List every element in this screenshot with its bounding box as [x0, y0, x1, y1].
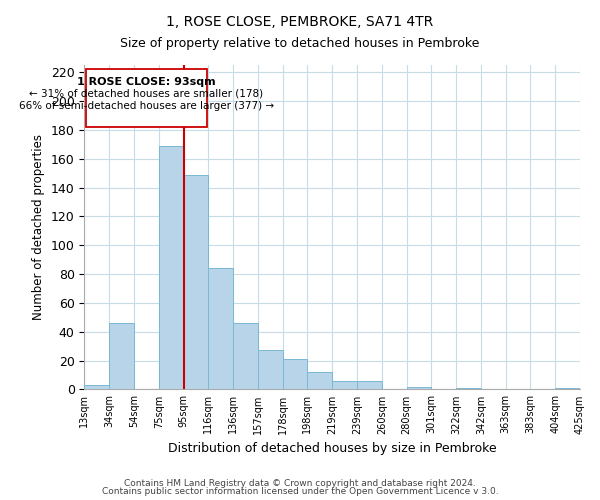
Text: Contains HM Land Registry data © Crown copyright and database right 2024.: Contains HM Land Registry data © Crown c…: [124, 478, 476, 488]
Bar: [555, 388, 580, 390]
Text: 66% of semi-detached houses are larger (377) →: 66% of semi-detached houses are larger (…: [19, 101, 274, 111]
Bar: [208, 268, 233, 390]
X-axis label: Distribution of detached houses by size in Pembroke: Distribution of detached houses by size …: [168, 442, 497, 455]
Bar: [283, 359, 307, 390]
Bar: [109, 323, 134, 390]
Bar: [307, 372, 332, 390]
Text: 1 ROSE CLOSE: 93sqm: 1 ROSE CLOSE: 93sqm: [77, 76, 215, 86]
Bar: [233, 323, 258, 390]
Text: Contains public sector information licensed under the Open Government Licence v : Contains public sector information licen…: [101, 487, 499, 496]
Bar: [184, 174, 208, 390]
Bar: [357, 381, 382, 390]
Bar: [407, 386, 431, 390]
Bar: [86, 70, 207, 127]
Y-axis label: Number of detached properties: Number of detached properties: [32, 134, 45, 320]
Bar: [456, 388, 481, 390]
Bar: [85, 385, 109, 390]
Text: 1, ROSE CLOSE, PEMBROKE, SA71 4TR: 1, ROSE CLOSE, PEMBROKE, SA71 4TR: [166, 15, 434, 29]
Text: Size of property relative to detached houses in Pembroke: Size of property relative to detached ho…: [121, 38, 479, 51]
Bar: [332, 381, 357, 390]
Bar: [258, 350, 283, 390]
Bar: [159, 146, 184, 390]
Text: ← 31% of detached houses are smaller (178): ← 31% of detached houses are smaller (17…: [29, 88, 263, 98]
